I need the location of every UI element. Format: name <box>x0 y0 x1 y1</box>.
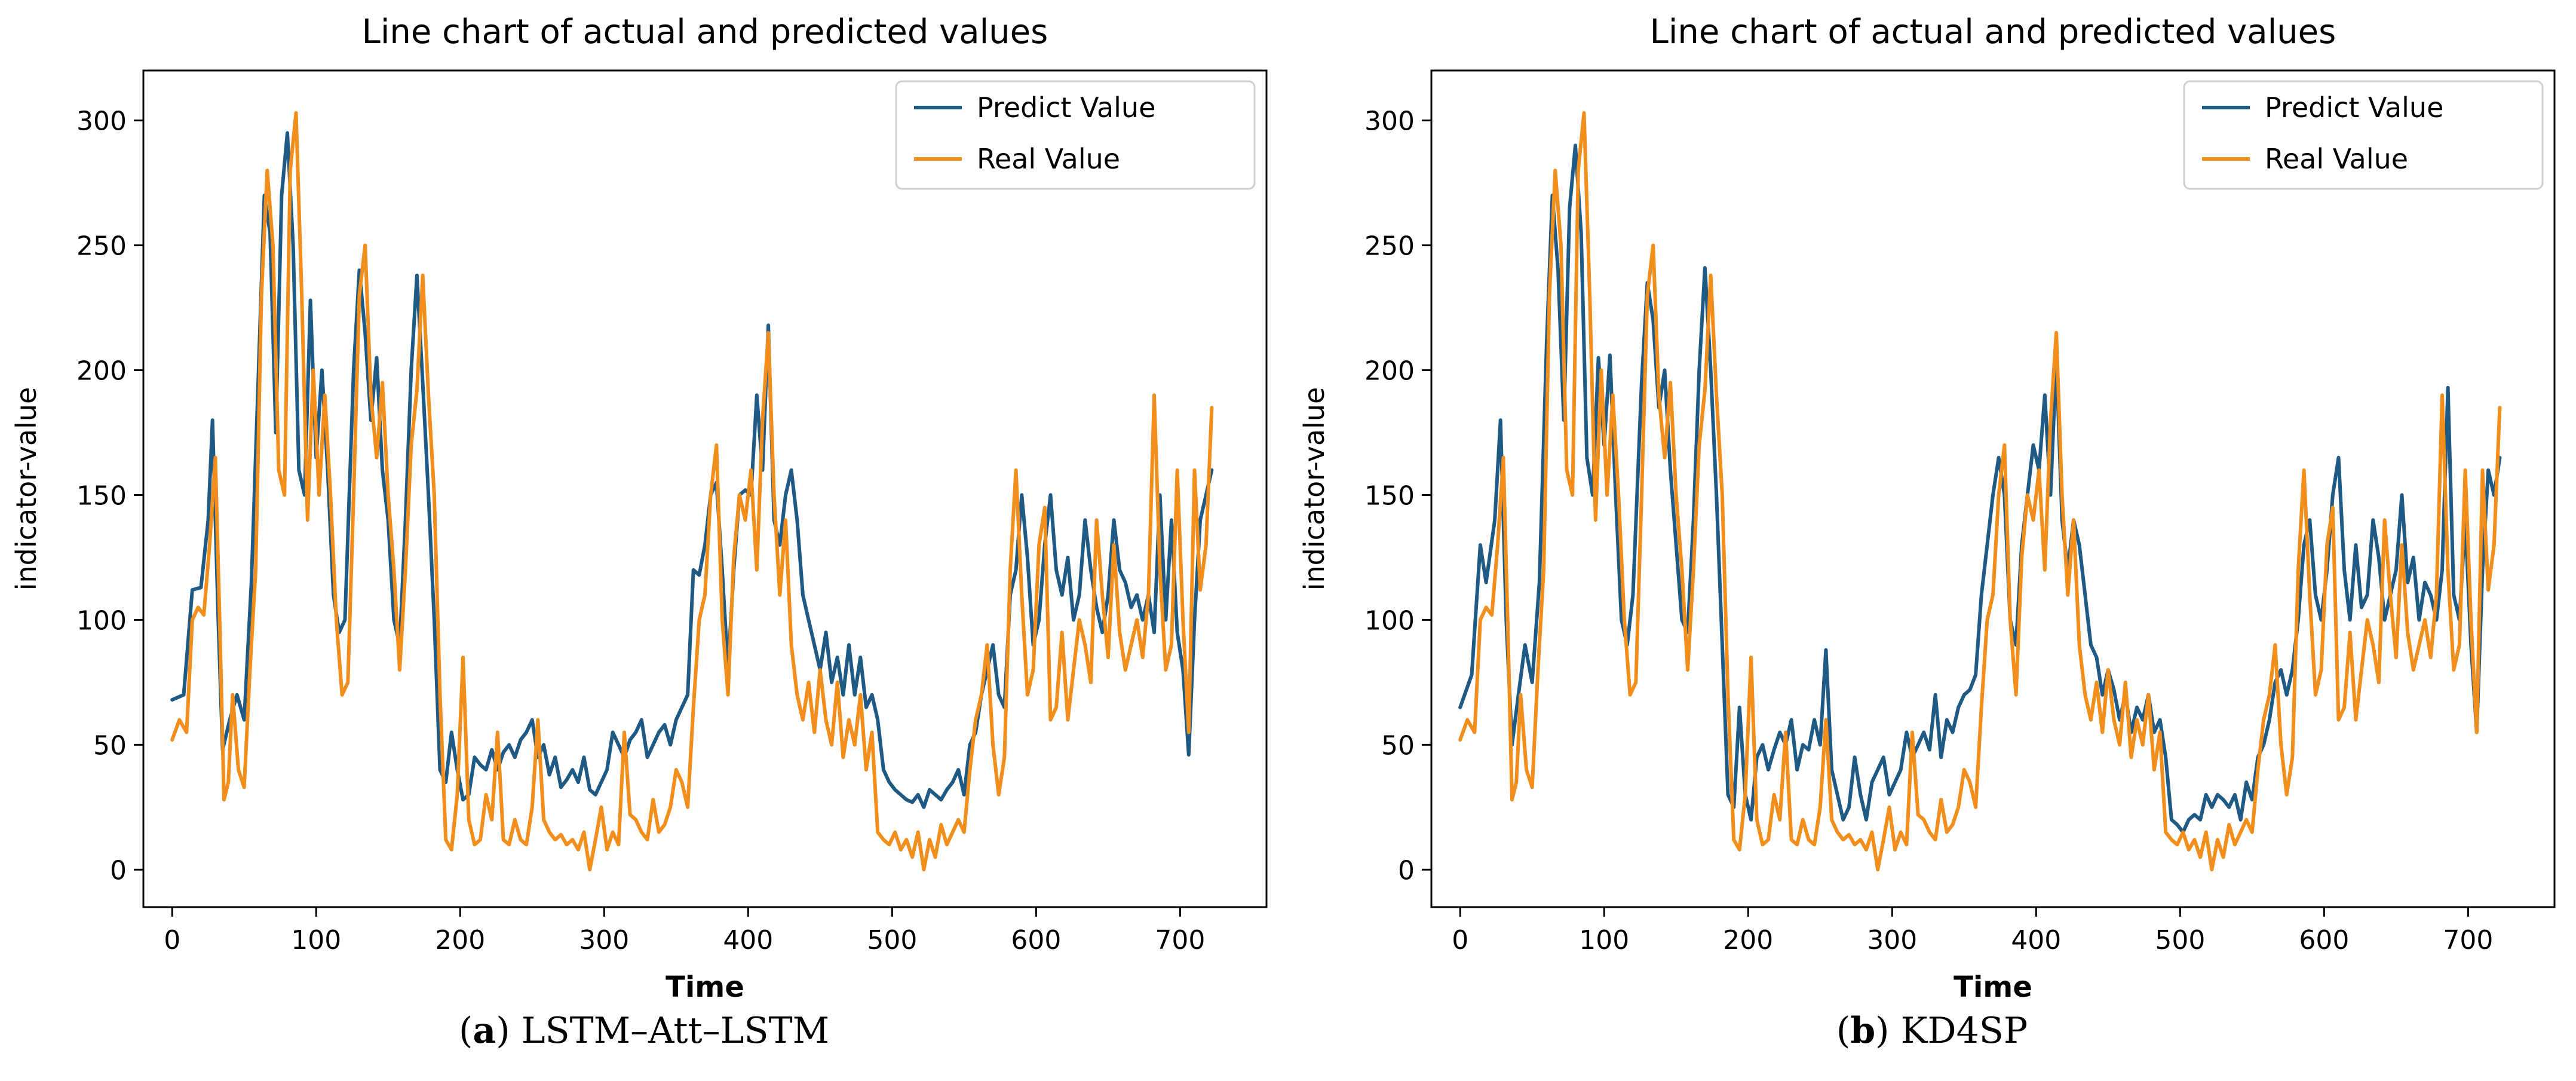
x-tick-label: 500 <box>2155 925 2205 956</box>
y-axis-label: indicator-value <box>10 387 42 591</box>
legend-label-real: Real Value <box>2265 143 2408 175</box>
series-line-real <box>170 111 1214 872</box>
x-axis-label: Time <box>1954 970 2032 1004</box>
y-tick-label: 50 <box>93 730 127 761</box>
chart-title: Line chart of actual and predicted value… <box>1650 13 2336 51</box>
series-group <box>1458 111 2502 872</box>
legend-label-predict: Predict Value <box>977 91 1155 124</box>
chart-a: Line chart of actual and predicted value… <box>10 13 1268 1004</box>
legend-box <box>895 80 1256 190</box>
caption-letter: b <box>1850 1010 1876 1052</box>
legend: Predict Value Real Value <box>2183 80 2544 190</box>
x-tick-label: 500 <box>867 925 917 956</box>
x-tick-label: 400 <box>723 925 773 956</box>
y-tick-label: 200 <box>76 356 127 386</box>
x-tick-label: 100 <box>1579 925 1629 956</box>
x-tick-label: 0 <box>164 925 180 956</box>
series-line-predict <box>170 131 1214 809</box>
caption-text: KD4SP <box>1900 1010 2028 1052</box>
legend-label-predict: Predict Value <box>2265 91 2443 124</box>
y-axis: 0 50 100 150 200 250 300 <box>1364 106 1431 886</box>
y-tick-label: 150 <box>1364 480 1415 511</box>
x-tick-label: 300 <box>579 925 629 956</box>
x-tick-label: 200 <box>1723 925 1773 956</box>
y-tick-label: 200 <box>1364 356 1415 386</box>
x-tick-label: 100 <box>291 925 341 956</box>
y-tick-label: 100 <box>76 605 127 636</box>
legend-label-real: Real Value <box>977 143 1120 175</box>
caption-b: (b) KD4SP <box>1836 1010 2028 1052</box>
x-tick-label: 700 <box>2443 925 2493 956</box>
x-tick-label: 200 <box>435 925 485 956</box>
legend: Predict Value Real Value <box>895 80 1256 190</box>
x-tick-label: 600 <box>2299 925 2349 956</box>
x-tick-label: 600 <box>1011 925 1061 956</box>
plot-frame <box>1430 69 2556 908</box>
series-group <box>170 111 1214 872</box>
y-tick-label: 100 <box>1364 605 1415 636</box>
y-tick-label: 250 <box>1364 231 1415 262</box>
x-tick-label: 300 <box>1867 925 1917 956</box>
x-axis-label: Time <box>666 970 744 1004</box>
legend-box <box>2183 80 2544 190</box>
caption-text: LSTM–Att–LSTM <box>521 1010 830 1052</box>
chart-title: Line chart of actual and predicted value… <box>362 13 1048 51</box>
chart-b: Line chart of actual and predicted value… <box>1298 13 2556 1004</box>
x-tick-label: 700 <box>1155 925 1205 956</box>
plot-frame <box>142 69 1268 908</box>
x-axis: 0 100 200 300 400 500 600 700 <box>1452 907 2493 956</box>
x-axis: 0 100 200 300 400 500 600 700 <box>164 907 1205 956</box>
y-tick-label: 250 <box>76 231 127 262</box>
caption-a: (a) LSTM–Att–LSTM <box>458 1010 830 1052</box>
y-axis-label: indicator-value <box>1298 387 1330 591</box>
y-tick-label: 300 <box>1364 106 1415 137</box>
y-tick-label: 0 <box>110 855 127 886</box>
x-tick-label: 0 <box>1452 925 1468 956</box>
y-tick-label: 150 <box>76 480 127 511</box>
series-line-real <box>1458 111 2502 872</box>
y-tick-label: 50 <box>1381 730 1415 761</box>
y-axis: 0 50 100 150 200 250 300 <box>76 106 143 886</box>
caption-letter: a <box>473 1010 496 1052</box>
x-tick-label: 400 <box>2011 925 2061 956</box>
y-tick-label: 0 <box>1398 855 1415 886</box>
y-tick-label: 300 <box>76 106 127 137</box>
